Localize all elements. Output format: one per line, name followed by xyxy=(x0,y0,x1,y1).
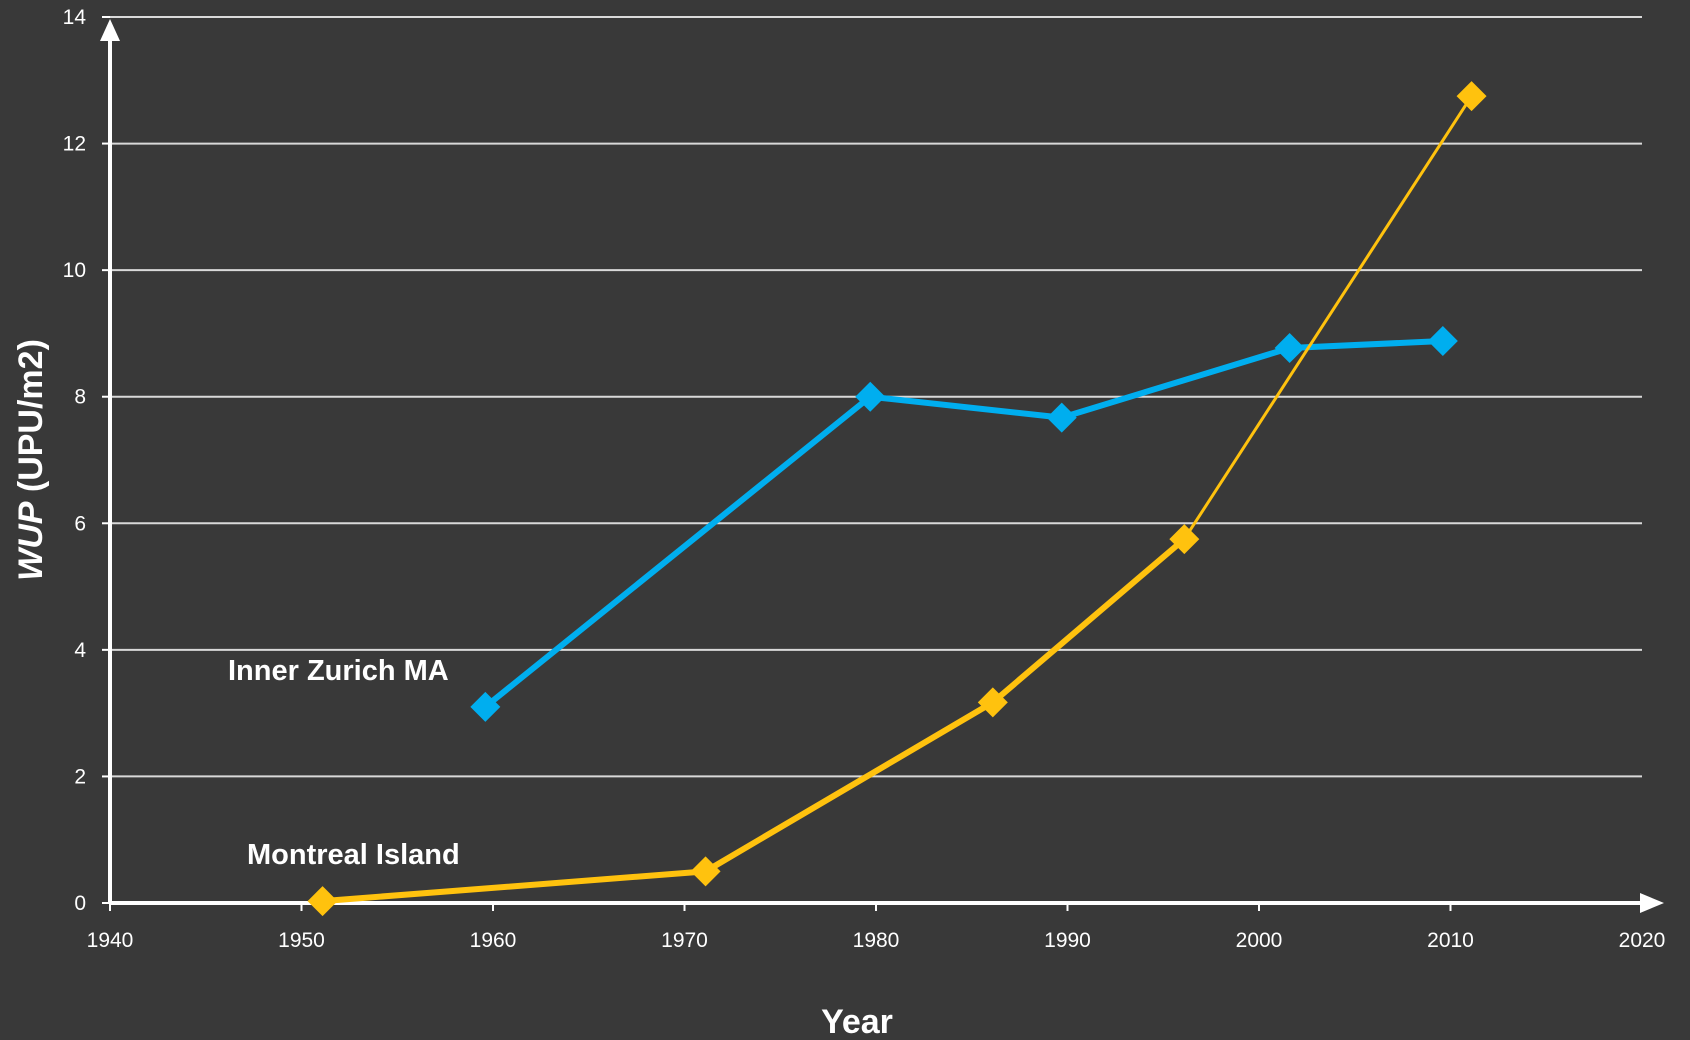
series-line-montreal-seg-0 xyxy=(319,868,709,905)
x-tick-label-1950: 1950 xyxy=(278,929,325,952)
x-tick-label-1990: 1990 xyxy=(1044,929,1091,952)
inline-labels: Inner Zurich MA Montreal Island Year WUP… xyxy=(12,339,893,1040)
data-point-zurich-3 xyxy=(1274,332,1305,363)
y-axis-title: WUP (UPU/m2) xyxy=(12,339,50,581)
series-line-zurich-seg-0 xyxy=(482,393,874,710)
series-line-zurich-seg-2 xyxy=(1058,344,1293,421)
y-tick-label-4: 4 xyxy=(74,639,86,662)
series-lines xyxy=(319,94,1474,905)
x-axis-title: Year xyxy=(821,1003,893,1040)
series-line-zurich-seg-1 xyxy=(867,393,1065,421)
tick-labels: 0 2 4 6 8 10 12 14 1940 1950 1960 1970 1980 1990 2000 2… xyxy=(63,6,1666,952)
x-tick-label-1960: 1960 xyxy=(470,929,517,952)
y-tick-label-8: 8 xyxy=(74,386,86,409)
series-line-montreal-seg-1 xyxy=(702,699,996,875)
x-tick-label-1940: 1940 xyxy=(87,929,134,952)
axes xyxy=(100,16,1664,913)
x-tick-label-2010: 2010 xyxy=(1427,929,1474,952)
series-line-zurich-seg-3 xyxy=(1286,338,1446,351)
x-axis-arrow xyxy=(1640,893,1664,913)
data-point-montreal-4 xyxy=(1456,81,1487,112)
data-point-montreal-1 xyxy=(690,856,721,887)
data-point-zurich-0 xyxy=(470,691,501,722)
y-tick-label-14: 14 xyxy=(63,6,87,29)
data-point-zurich-4 xyxy=(1427,326,1458,357)
x-tick-label-1970: 1970 xyxy=(661,929,708,952)
data-point-montreal-0 xyxy=(307,886,338,917)
y-axis-arrow xyxy=(100,19,120,41)
x-tick-label-2020: 2020 xyxy=(1619,929,1666,952)
series-line-montreal-seg-3 xyxy=(1182,94,1474,541)
gridlines xyxy=(110,16,1642,778)
x-tick-label-1980: 1980 xyxy=(853,929,900,952)
y-tick-label-10: 10 xyxy=(63,259,86,282)
y-axis-title-italic: WUP xyxy=(12,501,50,581)
data-point-zurich-1 xyxy=(855,381,886,412)
data-point-zurich-2 xyxy=(1046,402,1077,433)
data-markers xyxy=(307,81,1487,917)
y-tick-label-0: 0 xyxy=(74,892,86,915)
series-label-zurich: Inner Zurich MA xyxy=(228,655,449,687)
x-tick-label-2000: 2000 xyxy=(1236,929,1283,952)
y-tick-label-2: 2 xyxy=(74,765,86,788)
y-tick-label-12: 12 xyxy=(63,133,86,156)
y-axis-title-units: (UPU/m2) xyxy=(12,339,50,501)
data-point-montreal-3 xyxy=(1169,524,1200,555)
series-label-montreal: Montreal Island xyxy=(247,839,460,871)
series-line-montreal-seg-2 xyxy=(989,536,1188,706)
data-point-montreal-2 xyxy=(977,687,1008,718)
y-tick-label-6: 6 xyxy=(74,512,86,535)
